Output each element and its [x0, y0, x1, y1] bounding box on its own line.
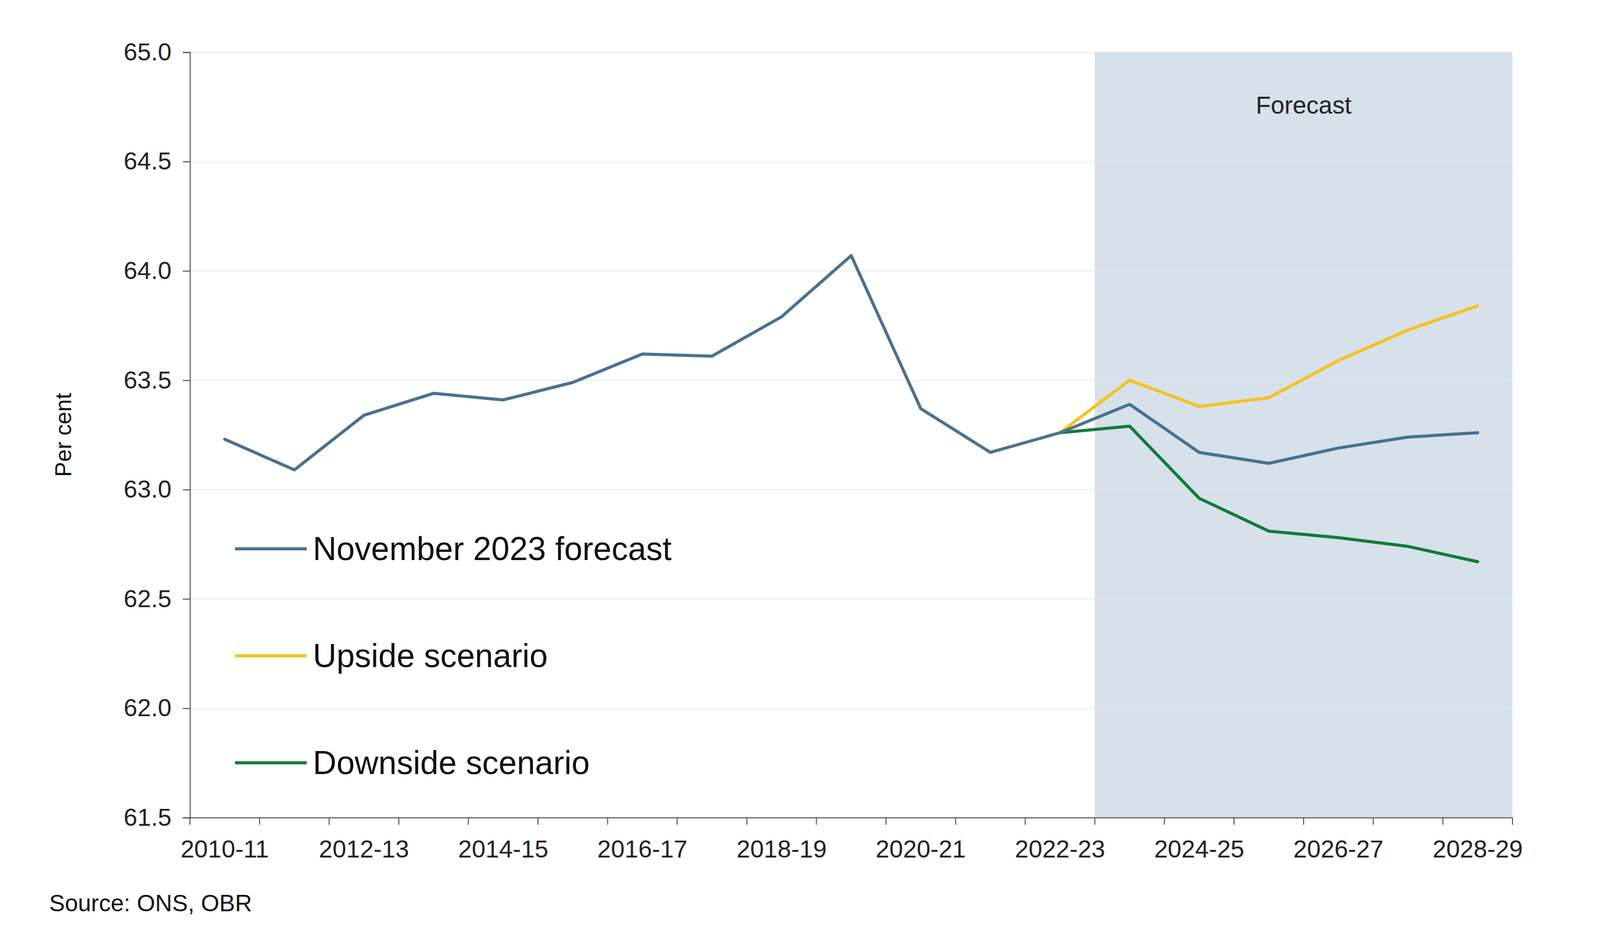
legend-swatch	[235, 654, 307, 658]
y-tick: 63.5	[123, 366, 190, 394]
legend-item: Upside scenario	[235, 637, 548, 675]
x-tick-label: 2018-19	[736, 835, 827, 863]
x-tick-mark	[1372, 817, 1374, 825]
x-axis-line	[190, 817, 1513, 819]
y-tick: 64.5	[123, 147, 190, 175]
x-tick-mark	[1094, 817, 1096, 825]
x-tick-mark	[189, 817, 191, 825]
annotation: Forecast	[1255, 91, 1352, 119]
x-tick-mark	[885, 817, 887, 825]
x-tick-label: 2022-23	[1014, 835, 1105, 863]
y-axis: 61.5 62.0 62.5 63.0 63.5 64.0 64.5 65.0	[123, 38, 191, 831]
legend-item: Downside scenario	[235, 744, 590, 782]
y-axis-title: Per cent	[50, 393, 76, 478]
x-tick: 2020-21	[875, 817, 966, 863]
grid-line	[189, 379, 1513, 381]
y-axis-line	[182, 52, 191, 819]
x-tick-mark	[1024, 817, 1026, 825]
y-tick-label: 61.5	[123, 803, 172, 831]
x-tick-label: 2014-15	[458, 835, 549, 863]
grid-line	[189, 708, 1513, 710]
x-tick: 2012-13	[318, 817, 410, 863]
y-tick: 64.0	[123, 257, 190, 285]
chart: Forecast 61.5 62.0 62.5 63.0 63.5 64.0 64.5 65.0…	[0, 0, 1600, 943]
y-tick-mark	[182, 489, 190, 491]
y-tick-mark	[182, 379, 190, 381]
x-tick-mark	[746, 817, 748, 825]
y-tick-label: 63.5	[123, 366, 172, 394]
x-tick-label: 2020-21	[875, 835, 966, 863]
legend-item: November 2023 forecast	[235, 530, 672, 568]
grid	[189, 52, 1513, 818]
x-tick-label: 2010-11	[180, 835, 270, 863]
x-tick-mark	[1303, 817, 1305, 825]
x-tick-mark	[816, 817, 818, 825]
grid-line	[189, 598, 1513, 600]
x-tick-label: 2024-25	[1154, 835, 1245, 863]
y-tick-mark	[182, 598, 190, 600]
x-tick-mark	[1511, 817, 1513, 825]
legend: November 2023 forecast Upside scenario Dow…	[235, 530, 672, 782]
x-tick: 2016-17	[597, 817, 688, 863]
y-tick-mark	[182, 161, 190, 163]
grid-line	[189, 489, 1513, 491]
x-tick: 2028-29	[1432, 817, 1523, 863]
y-tick: 61.5	[123, 803, 190, 831]
x-tick-mark	[467, 817, 469, 825]
x-tick: 2024-25	[1154, 817, 1245, 863]
y-tick-mark	[182, 52, 190, 54]
x-tick-mark	[1233, 817, 1235, 825]
y-tick: 62.0	[123, 694, 190, 722]
series-line	[224, 255, 1478, 471]
grid-line	[189, 817, 1513, 819]
x-tick-label: 2028-29	[1432, 835, 1523, 863]
y-tick: 63.0	[123, 475, 190, 503]
x-tick: 2010-11	[180, 817, 270, 863]
x-tick-mark	[537, 817, 539, 825]
x-tick-mark	[676, 817, 678, 825]
y-tick: 62.5	[123, 585, 190, 613]
y-tick-mark	[182, 708, 190, 710]
grid-line	[189, 51, 1513, 53]
grid-line	[189, 161, 1513, 163]
y-tick-mark	[182, 817, 190, 819]
legend-swatch	[235, 547, 307, 551]
y-tick-label: 62.5	[123, 585, 172, 613]
x-tick-mark	[1442, 817, 1444, 825]
plot: Forecast 61.5 62.0 62.5 63.0 63.5 64.0 64.5 65.0…	[123, 38, 1524, 863]
x-tick-marks	[189, 817, 1513, 825]
y-tick-mark	[182, 270, 190, 272]
y-tick: 65.0	[123, 38, 190, 66]
x-tick-label: 2012-13	[318, 835, 410, 863]
x-tick-mark	[1163, 817, 1165, 825]
grid-line	[189, 270, 1513, 272]
x-tick-mark	[954, 817, 956, 825]
y-tick-label: 64.0	[123, 257, 172, 285]
x-tick-mark	[398, 817, 400, 825]
x-axis: 2010-11 2012-13 2014-15 2016-17 2018-19 2020-…	[180, 817, 1523, 863]
x-tick-label: 2026-27	[1293, 835, 1384, 863]
source: Source: ONS, OBR	[49, 889, 252, 917]
x-tick-mark	[259, 817, 261, 825]
x-tick: 2014-15	[458, 817, 549, 863]
series-line	[1059, 305, 1478, 433]
y-tick-label: 64.5	[123, 147, 172, 175]
x-tick: 2018-19	[736, 817, 827, 863]
lines	[224, 255, 1478, 562]
legend-label: Downside scenario	[312, 744, 590, 782]
x-tick-mark	[328, 817, 330, 825]
y-tick-label: 63.0	[123, 475, 172, 503]
x-tick-mark	[607, 817, 609, 825]
y-tick-label: 62.0	[123, 694, 172, 722]
x-tick: 2026-27	[1293, 817, 1384, 863]
legend-label: Upside scenario	[312, 637, 548, 675]
legend-label: November 2023 forecast	[312, 530, 672, 568]
legend-swatch	[235, 761, 307, 765]
series-line	[1059, 425, 1478, 562]
x-tick: 2022-23	[1014, 817, 1105, 863]
y-tick-label: 65.0	[123, 38, 172, 66]
x-tick-label: 2016-17	[597, 835, 688, 863]
